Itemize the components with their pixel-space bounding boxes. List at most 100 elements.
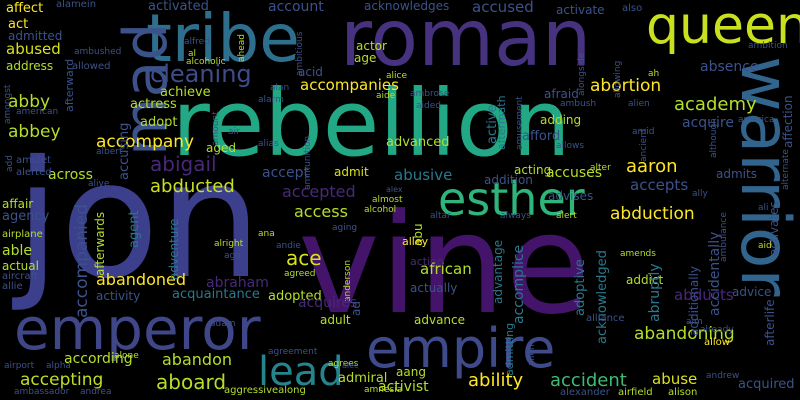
word-ancient: ancient <box>639 128 649 162</box>
word-abby: abby <box>8 92 51 112</box>
word-academy: academy <box>674 94 757 115</box>
word-allie: allie <box>2 281 23 292</box>
word-aaron: aaron <box>626 156 678 177</box>
word-agrees: agrees <box>328 359 359 369</box>
word-ambulance: ambulance <box>719 212 729 262</box>
word-age: age <box>354 51 377 65</box>
word-adding: adding <box>540 113 582 127</box>
word-acknowledges: acknowledges <box>364 0 450 13</box>
word-ability: ability <box>468 370 524 391</box>
word-ambushed: ambushed <box>74 47 122 57</box>
word-alive: alive <box>88 179 110 189</box>
word-accepted: accepted <box>282 182 356 201</box>
word-rebellion: rebellion <box>172 70 571 177</box>
word-afford: afford <box>522 129 561 144</box>
word-airplane: airplane <box>2 229 43 240</box>
word-able: able <box>2 243 32 259</box>
word-accompany: accompany <box>96 132 195 152</box>
word-esther: esther <box>438 172 585 226</box>
word-accuses: accuses <box>546 165 603 181</box>
word-action: action <box>410 255 444 268</box>
word-allow: allow <box>704 337 730 348</box>
word-admiral: admiral <box>338 371 388 386</box>
word-roman: roman <box>340 0 592 84</box>
word-al: al <box>188 49 197 59</box>
word-abandoned: abandoned <box>96 270 186 289</box>
word-alien: alien <box>628 99 650 109</box>
word-ace: ace <box>286 246 322 270</box>
word-alamein: alamein <box>56 0 97 10</box>
word-aftermath: aftermath <box>495 95 508 150</box>
word-alex: alex <box>386 185 403 194</box>
word-actual: actual <box>2 259 39 273</box>
word-adventure: adventure <box>167 218 181 280</box>
word-accompanied: accompanied <box>72 203 92 318</box>
word-accomplice: accomplice <box>511 244 527 324</box>
word-access: access <box>294 202 348 221</box>
word-airfield: airfield <box>618 387 653 398</box>
word-alley: alley <box>402 235 429 248</box>
word-andrew: andrew <box>706 371 740 381</box>
word-abigail: abigail <box>150 152 217 176</box>
word-acknowledged: acknowledged <box>595 250 610 344</box>
word-aang: aang <box>396 365 426 379</box>
word-already: already <box>700 325 734 335</box>
word-allows: allows <box>556 141 585 151</box>
word-advice: advice <box>732 285 772 299</box>
word-advance: advance <box>414 313 466 327</box>
word-add: add <box>5 155 15 172</box>
word-activity: activity <box>96 289 141 303</box>
word-alter: alter <box>590 163 611 173</box>
word-alcohol: alcohol <box>364 205 397 215</box>
word-alarm: alarm <box>258 95 284 105</box>
word-alison: alison <box>668 387 698 398</box>
word-alliance: alliance <box>586 313 625 324</box>
word-aging: aging <box>332 223 358 233</box>
word-acting: acting <box>514 163 552 177</box>
word-absence: absence <box>700 59 759 75</box>
word-admitting: admitting <box>503 322 516 376</box>
word-ambrose: ambrose <box>410 89 450 99</box>
word-afraid: afraid <box>544 87 579 101</box>
word-abandon: abandon <box>162 350 232 369</box>
word-allowed: allowed <box>72 61 111 72</box>
word-abandoning: abandoning <box>634 324 735 344</box>
word-abusive: abusive <box>394 166 453 184</box>
word-acquire: acquire <box>682 115 734 131</box>
word-african: african <box>420 260 472 278</box>
word-allen: allen <box>527 344 537 366</box>
word-aid: aid <box>758 241 772 251</box>
word-advanced: advanced <box>386 135 450 150</box>
word-ahead: ahead <box>237 34 247 62</box>
word-acquires: acquires <box>298 295 358 311</box>
word-alternate: alternate <box>781 149 791 190</box>
word-addict: addict <box>626 273 664 287</box>
word-aided: aided <box>416 101 441 111</box>
word-lead: lead <box>258 349 344 395</box>
word-affair: affair <box>2 197 34 211</box>
word-achieve: achieve <box>160 85 211 100</box>
word-alert: alert <box>556 211 577 221</box>
word-agent: agent <box>127 210 142 248</box>
word-address: address <box>6 59 54 73</box>
word-abbey: abbey <box>8 122 61 142</box>
word-ally: ally <box>692 189 708 199</box>
word-allowing: allowing <box>613 60 623 98</box>
word-amusement: amusement <box>515 96 525 150</box>
word-accepts: accepts <box>630 176 689 194</box>
word-accused: accused <box>472 0 534 16</box>
word-abuse: abuse <box>652 370 698 388</box>
word-activated: activated <box>148 0 209 14</box>
word-according: according <box>64 351 133 367</box>
word-actually: actually <box>410 281 458 295</box>
word-american: american <box>16 107 59 117</box>
word-alfred: alfred <box>184 37 210 47</box>
word-across: across <box>48 167 93 183</box>
word-ambition: ambition <box>748 41 788 51</box>
word-agency: agency <box>2 209 50 224</box>
word-always: always <box>500 211 531 221</box>
word-acquaintance: acquaintance <box>172 287 260 302</box>
word-abruptly: abruptly <box>647 263 663 322</box>
word-alexander: alexander <box>560 387 610 398</box>
word-although: although <box>709 118 719 158</box>
